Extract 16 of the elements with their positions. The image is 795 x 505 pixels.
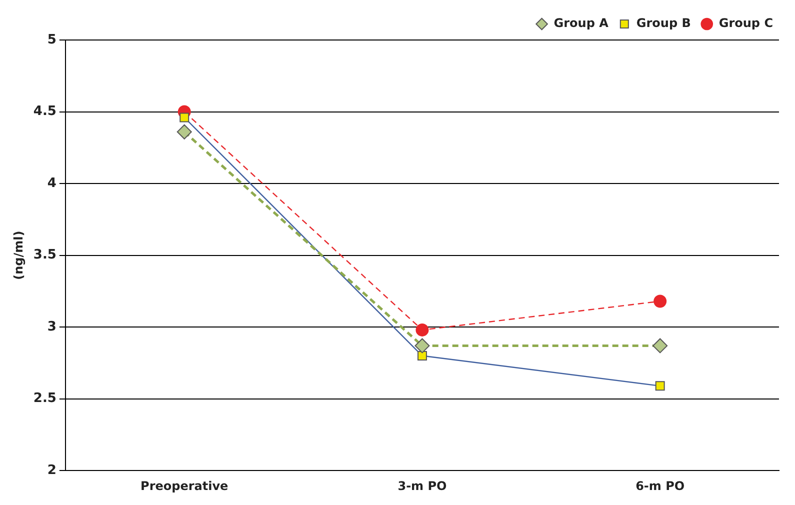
y-tick-label: 3.5 <box>33 248 56 263</box>
y-tick-label: 2 <box>47 462 56 478</box>
point <box>416 323 429 336</box>
y-axis-title: (ng/ml) <box>11 230 26 280</box>
y-tick-label: 4 <box>47 176 56 191</box>
x-tick-label: 3-m PO <box>398 478 447 493</box>
x-tick-label: Preoperative <box>140 478 228 493</box>
legend-label: Group C <box>718 16 774 30</box>
point <box>654 294 667 308</box>
y-tick-label: 5 <box>47 32 56 48</box>
y-tick-label: 2.5 <box>33 391 56 406</box>
y-tick-label: 3 <box>47 319 56 334</box>
x-tick-label: 6-m PO <box>636 478 685 493</box>
y-tick-label: 4.5 <box>33 104 56 120</box>
legend-label: Group B <box>636 16 691 30</box>
legend-label: Group A <box>554 16 610 30</box>
